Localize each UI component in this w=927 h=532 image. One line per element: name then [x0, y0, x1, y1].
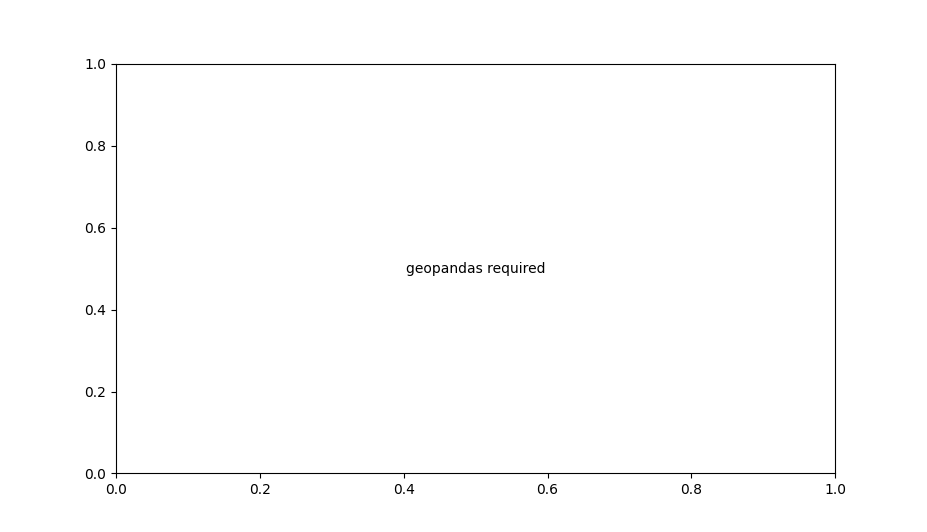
Text: geopandas required: geopandas required [405, 262, 545, 276]
